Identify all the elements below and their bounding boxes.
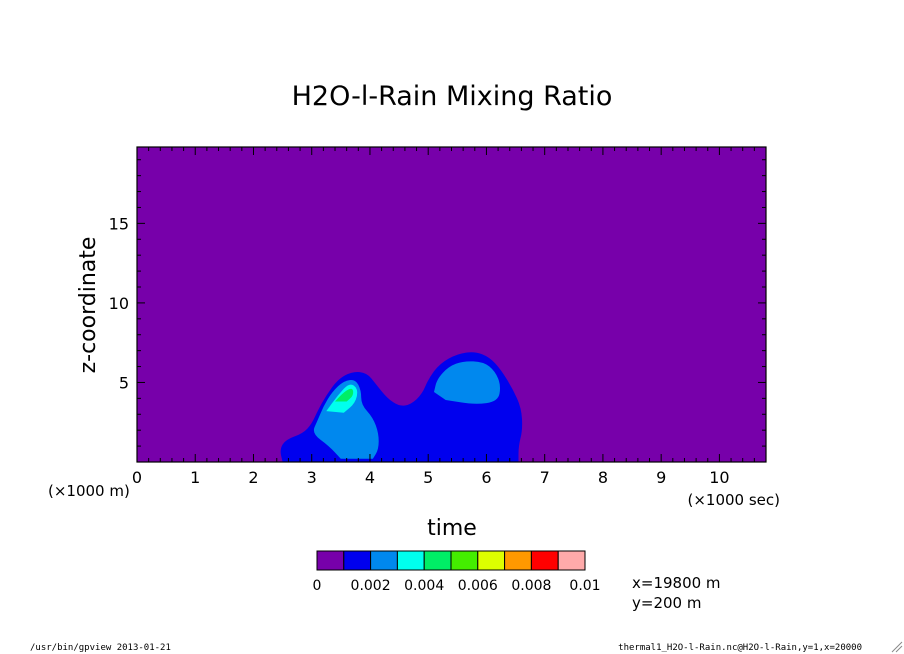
colorbar-label: 0.01 xyxy=(569,578,600,594)
x-tick-label: 4 xyxy=(365,468,375,487)
y-axis-label: z-coordinate xyxy=(76,237,101,374)
x-tick-label: 8 xyxy=(598,468,608,487)
x-tick-label: 1 xyxy=(190,468,200,487)
x-tick-label: 6 xyxy=(481,468,491,487)
x-tick-label: 10 xyxy=(709,468,729,487)
colorbar-swatch xyxy=(450,550,479,571)
y-tick-label: 15 xyxy=(109,214,129,233)
contour-region-2 xyxy=(434,361,501,404)
x-unit-label: (×1000 sec) xyxy=(687,491,780,509)
colorbar-swatch xyxy=(504,550,532,571)
colorbar-label: 0 xyxy=(313,578,322,594)
x-tick-label: 0 xyxy=(132,468,142,487)
contour-region-4 xyxy=(335,388,354,402)
colorbar-label: 0.002 xyxy=(351,578,391,594)
colorbar: 0 0.002 0.004 0.006 0.008 0.01 xyxy=(313,550,601,594)
x-tick-label: 3 xyxy=(307,468,317,487)
colorbar-swatch xyxy=(370,550,398,571)
colorbar-swatch xyxy=(423,550,452,571)
resize-grip-icon[interactable] xyxy=(891,641,903,653)
colorbar-swatch xyxy=(396,550,425,571)
y-tick-label: 10 xyxy=(109,294,129,313)
y-unit-label: (×1000 m) xyxy=(48,482,130,500)
x-axis-label: time xyxy=(427,516,477,541)
x-tick-label: 9 xyxy=(656,468,666,487)
footer-left: /usr/bin/gpview 2013-01-21 xyxy=(30,643,171,653)
colorbar-swatch xyxy=(343,550,372,571)
colorbar-swatch xyxy=(477,550,506,571)
coord-x-annotation: x=19800 m xyxy=(632,574,721,592)
x-tick-label: 5 xyxy=(423,468,433,487)
colorbar-label: 0.006 xyxy=(458,578,498,594)
y-tick-label: 5 xyxy=(119,373,129,392)
contour-region-1 xyxy=(313,379,379,459)
x-tick-label: 2 xyxy=(248,468,258,487)
colorbar-label: 0.004 xyxy=(404,578,444,594)
contour-layer xyxy=(280,352,523,462)
ticks-layer: 0 1 2 3 4 5 6 7 8 9 10 5 10 15 xyxy=(109,147,767,487)
colorbar-swatch xyxy=(530,550,559,571)
coord-y-annotation: y=200 m xyxy=(632,594,701,612)
chart-title: H2O-l-Rain Mixing Ratio xyxy=(292,81,613,112)
colorbar-swatch xyxy=(316,550,345,571)
x-tick-label: 7 xyxy=(540,468,550,487)
colorbar-swatch xyxy=(557,550,586,571)
footer-right: thermal1_H2O-l-Rain.nc@H2O-l-Rain,y=1,x=… xyxy=(618,643,862,653)
plot-area: 0 1 2 3 4 5 6 7 8 9 10 5 10 15 xyxy=(109,146,767,487)
colorbar-label: 0.008 xyxy=(511,578,551,594)
